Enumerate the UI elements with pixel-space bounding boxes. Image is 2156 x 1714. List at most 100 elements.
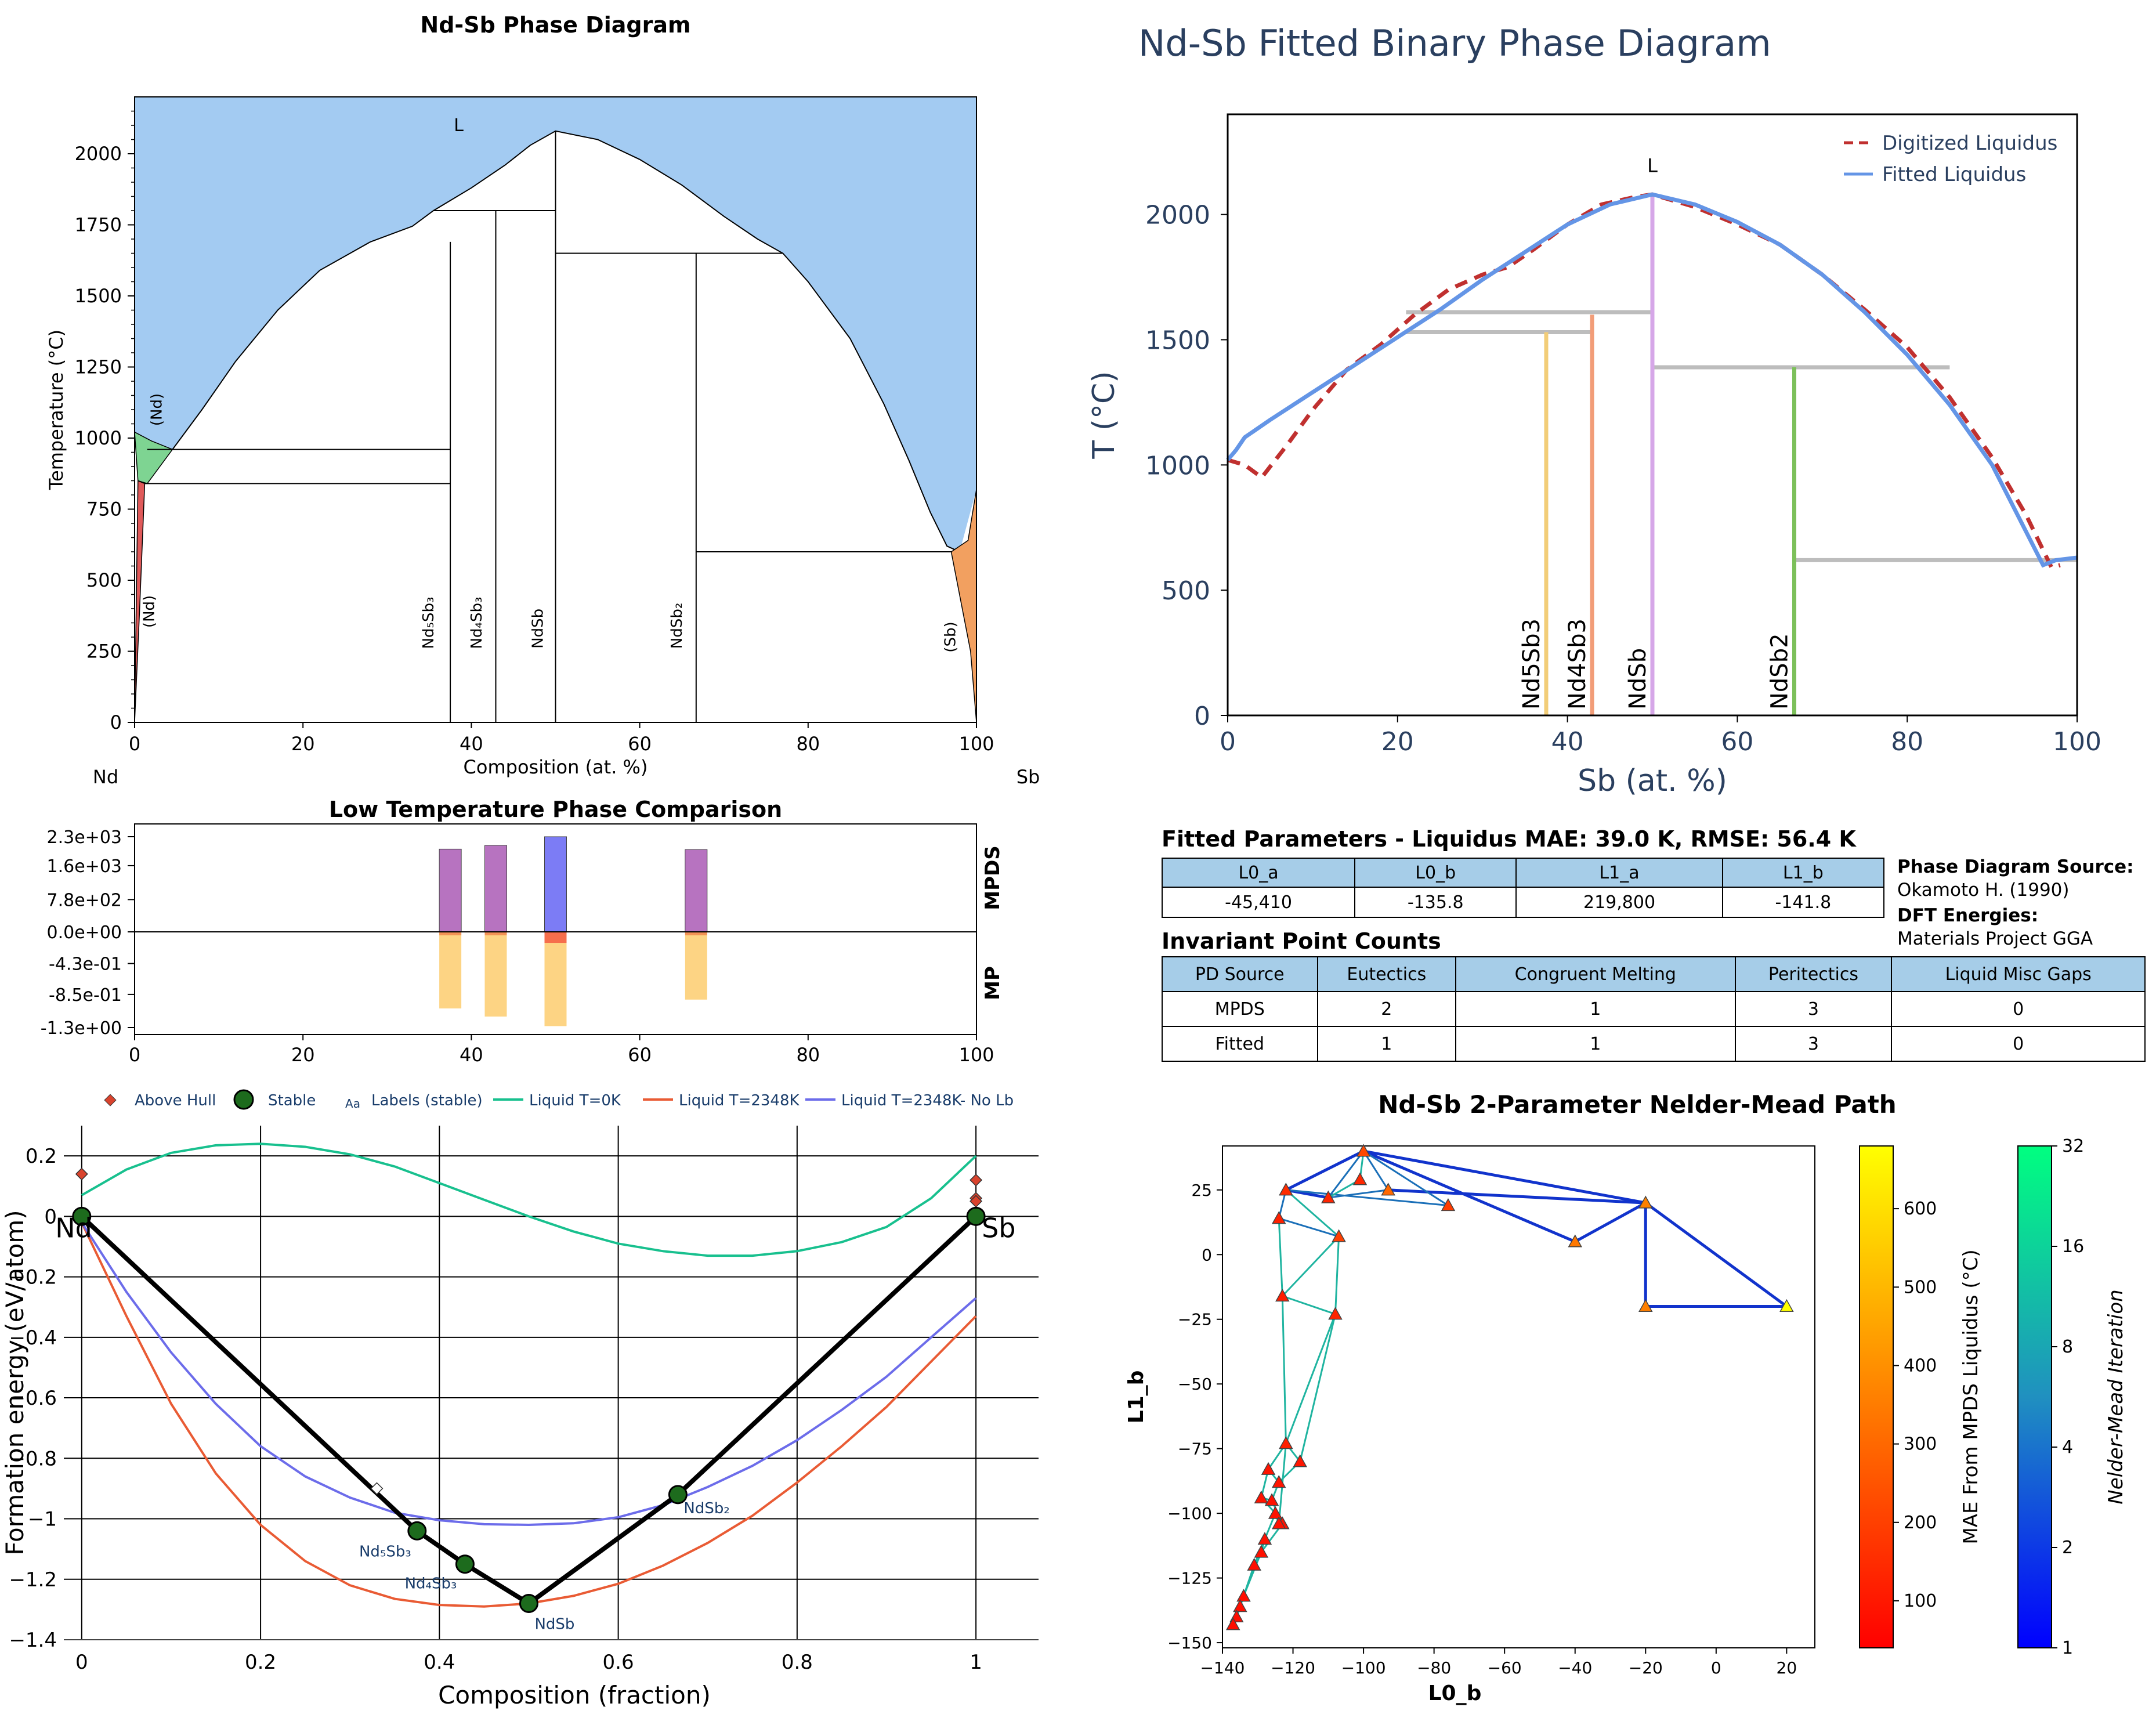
stable-marker — [72, 1206, 92, 1226]
chart-title: Nd-Sb Fitted Binary Phase Diagram — [1138, 22, 1771, 64]
simplex-edge — [1334, 1236, 1340, 1314]
y-tick-label: -1.3e+00 — [41, 1018, 122, 1039]
legend-label: Liquid T=0K — [529, 1092, 621, 1109]
chart-title: Nd-Sb 2-Parameter Nelder-Mead Path — [1378, 1090, 1896, 1119]
phase-label: NdSb — [530, 609, 547, 649]
colorbar-tick-label: 600 — [1904, 1199, 1937, 1219]
evaluation-point — [1332, 1229, 1346, 1242]
y-tick-label: 0.0e+00 — [47, 923, 122, 943]
x-tick-label: 80 — [796, 1044, 820, 1066]
x-tick-label: 40 — [460, 1044, 483, 1066]
y-tick-label: −1 — [28, 1508, 57, 1531]
evaluation-point — [1275, 1289, 1290, 1302]
table-header: Eutectics — [1316, 956, 1457, 992]
y-axis-label: Formation energy (eV/atom) — [1, 1210, 29, 1555]
legend-label: Digitized Liquidus — [1882, 132, 2057, 155]
stable-marker — [966, 1206, 986, 1226]
plot-frame — [134, 823, 977, 1035]
bar-mp — [544, 932, 567, 1026]
evaluation-point — [1279, 1183, 1293, 1196]
legend-stable-swatch — [233, 1089, 254, 1110]
table-cell: 2 — [1316, 991, 1457, 1027]
x-tick-label: 0.6 — [603, 1651, 634, 1674]
evaluation-point — [1236, 1589, 1251, 1602]
simplex-edge — [1362, 1151, 1389, 1191]
y-axis-label: Temperature (°C) — [45, 330, 67, 490]
x-tick-label: 20 — [1381, 727, 1414, 757]
evaluation-point — [1352, 1172, 1368, 1185]
x-tick-label: 0.2 — [245, 1651, 276, 1674]
phase-label: L — [454, 115, 464, 136]
phase-label: Nd₅Sb₃ — [420, 597, 437, 649]
y-tick-label: −25 — [1178, 1310, 1212, 1329]
stable-marker — [668, 1485, 688, 1505]
y-tick-label: 1750 — [75, 214, 122, 236]
evaluation-point — [1328, 1307, 1343, 1320]
colorbar-tick-label: 400 — [1904, 1355, 1937, 1376]
y-tick-label: −0.6 — [9, 1387, 57, 1410]
x-tick-label: 40 — [1551, 727, 1584, 757]
phase-label: (Nd) — [140, 595, 158, 628]
evaluation-point — [1271, 1516, 1286, 1529]
iteration-colorbar-label: Nelder-Mead Iteration — [2104, 1289, 2128, 1504]
y-tick-label: 7.8e+02 — [47, 890, 122, 910]
dft-energies-heading: DFT Energies: — [1897, 905, 2039, 926]
table-header: Liquid Misc Gaps — [1891, 956, 2146, 992]
phase-label: Nd₄Sb₃ — [468, 597, 486, 649]
table-cell: 1 — [1455, 991, 1736, 1027]
x-tick-label: 0 — [1220, 727, 1236, 757]
nd-low-temp-region — [134, 480, 146, 723]
table-cell: 3 — [1734, 991, 1893, 1027]
legend-above-hull-swatch — [104, 1094, 117, 1106]
liquid-label: L — [1647, 154, 1658, 176]
y-tick-label: -8.5e-01 — [49, 985, 122, 1006]
simplex-edge — [1299, 1314, 1336, 1462]
x-tick-label: 0.8 — [782, 1651, 813, 1674]
simplex-edge — [1282, 1236, 1340, 1297]
simplex-edge — [1285, 1314, 1336, 1444]
above-hull-marker — [370, 1482, 384, 1495]
y-tick-label: 0 — [110, 711, 122, 733]
y-tick-label: 2000 — [75, 143, 122, 165]
right-element-label: Sb — [1016, 766, 1040, 788]
table-header: L0_b — [1354, 858, 1517, 888]
simplex-edge — [1327, 1151, 1365, 1199]
dft-energies-value: Materials Project GGA — [1897, 928, 2093, 949]
y-tick-label: −1.2 — [9, 1568, 57, 1592]
bar-mpds — [544, 836, 567, 932]
evaluation-point — [1257, 1532, 1272, 1545]
x-tick-label: 20 — [291, 1044, 315, 1066]
table-header: PD Source — [1162, 956, 1318, 992]
x-tick-label: −80 — [1417, 1658, 1451, 1677]
x-tick-label: −40 — [1558, 1658, 1592, 1677]
x-tick-label: 60 — [628, 1044, 652, 1066]
y-tick-label: −150 — [1167, 1633, 1212, 1652]
legend-label: Above Hull — [135, 1092, 216, 1109]
evaluation-point — [1225, 1617, 1240, 1630]
bar-mp — [439, 932, 462, 1008]
colorbar-tick-label: 200 — [1904, 1513, 1937, 1533]
fitted-parameters-table: L0_a L0_b L1_a L1_b -45,410 -135.8 219,8… — [1161, 858, 1885, 918]
evaluation-point — [1264, 1493, 1279, 1506]
y-tick-label: 500 — [1162, 576, 1210, 606]
simplex-edge — [1644, 1202, 1788, 1308]
y-tick-label: 1500 — [75, 285, 122, 307]
simplex-edge — [1285, 1189, 1340, 1238]
x-tick-label: 20 — [291, 733, 315, 755]
y-tick-label: 1000 — [1145, 451, 1210, 480]
evaluation-point — [1271, 1475, 1286, 1488]
y-tick-label: −0.4 — [9, 1326, 57, 1350]
x-tick-label: −60 — [1488, 1658, 1522, 1677]
colorbar-tick-label: 8 — [2062, 1337, 2073, 1357]
series-line — [80, 1221, 977, 1608]
table-cell: -141.8 — [1721, 887, 1885, 918]
x-tick-label: −100 — [1341, 1658, 1386, 1677]
legend-labels-swatch: Aa — [345, 1097, 360, 1111]
stable-marker — [519, 1593, 538, 1613]
y-tick-label: 0 — [44, 1205, 57, 1228]
x-tick-label: 20 — [1777, 1658, 1797, 1677]
evaluation-point — [1271, 1211, 1286, 1224]
bar-mpds — [484, 845, 507, 932]
left-element-label: Nd — [93, 766, 118, 788]
y-tick-label: 0.2 — [26, 1145, 57, 1168]
